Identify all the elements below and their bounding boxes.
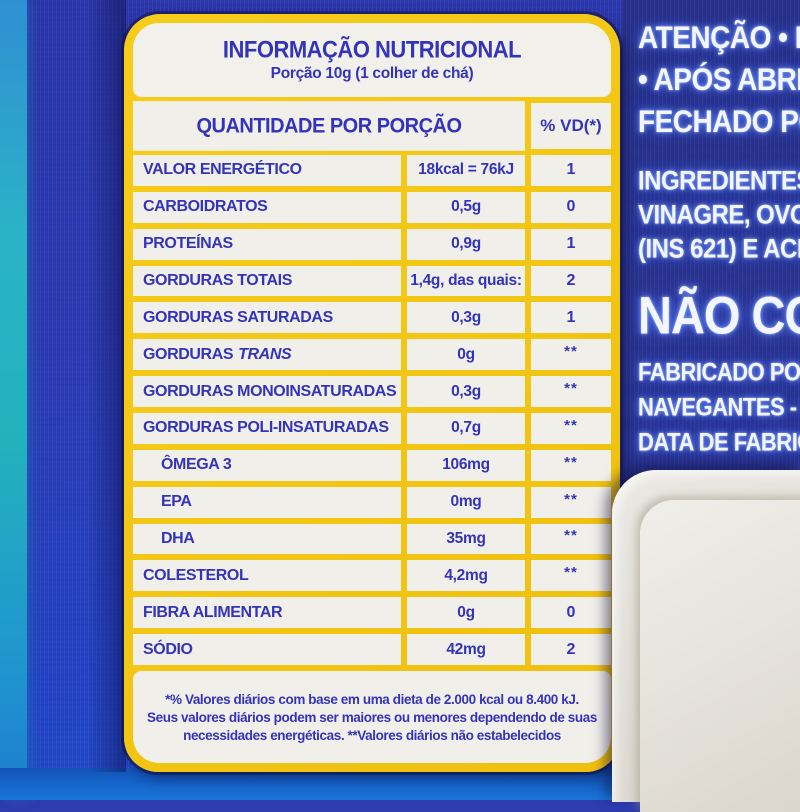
row-name-text: GORDURAS [143, 345, 234, 363]
row-name: ÔMEGA 3 [133, 449, 401, 481]
footnote-line: necessidades energéticas. **Valores diár… [183, 727, 561, 743]
nutrition-label-title-box: INFORMAÇÃO NUTRICIONAL Porção 10g (1 col… [133, 23, 611, 97]
footnote: *% Valores diários com base em uma dieta… [133, 671, 611, 763]
row-value: 4,2mg [407, 560, 525, 592]
package-edge-strip [0, 0, 27, 800]
row-vd: 2 [531, 634, 611, 665]
row-vd: ** [531, 413, 611, 444]
row-vd: 0 [531, 597, 611, 629]
row-vd: ** [531, 449, 611, 481]
row-value: 0,3g [407, 376, 525, 407]
row-value: 0mg [407, 486, 525, 518]
row-vd: ** [531, 486, 611, 518]
ingredients-text-line: INGREDIENTES: ÁG [638, 166, 800, 197]
footnote-line: *% Valores diários com base em uma dieta… [165, 691, 579, 707]
row-vd: 2 [531, 265, 611, 297]
row-name: PROTEÍNAS [133, 228, 401, 260]
ingredients-text-line: VINAGRE, OVO, A [638, 200, 800, 231]
row-vd: 1 [531, 228, 611, 260]
row-vd-text: ** [564, 527, 578, 545]
row-name: FIBRA ALIMENTAR [133, 597, 401, 629]
serving-size-text: Porção 10g (1 colher de chá) [270, 65, 474, 82]
row-name: GORDURAS TRANS [133, 339, 401, 371]
row-value: 35mg [407, 523, 525, 555]
row-vd: ** [531, 523, 611, 555]
row-name: GORDURAS TOTAIS [133, 265, 401, 297]
row-vd-text: ** [564, 453, 578, 471]
row-value: 0,5g [407, 191, 525, 223]
row-vd: 1 [531, 302, 611, 334]
nutrition-label: INFORMAÇÃO NUTRICIONAL Porção 10g (1 col… [124, 14, 620, 772]
row-name: SÓDIO [133, 634, 401, 665]
row-vd: ** [531, 560, 611, 592]
row-vd: 0 [531, 191, 611, 223]
row-value: 0,3g [407, 302, 525, 334]
row-vd: ** [531, 376, 611, 407]
row-vd-text: ** [564, 343, 578, 361]
column-header-quantity: QUANTIDADE POR PORÇÃO [133, 101, 525, 151]
ingredients-text-line: (INS 621) E ACID [638, 234, 800, 265]
footnote-line: Seus valores diários podem ser maiores o… [147, 709, 597, 725]
row-value: 18kcal = 76kJ [407, 155, 525, 186]
white-card-emboss [640, 500, 800, 812]
nutrition-label-title: INFORMAÇÃO NUTRICIONAL [222, 35, 522, 64]
row-name: GORDURAS SATURADAS [133, 302, 401, 334]
row-value: 0g [407, 597, 525, 629]
white-card-overlay [612, 470, 800, 812]
row-name: DHA [133, 523, 401, 555]
row-name: COLESTEROL [133, 560, 401, 592]
row-name-italic-text: TRANS [238, 345, 292, 363]
row-value: 1,4g, das quais: [407, 265, 525, 297]
column-header-vd: % VD(*) [531, 103, 611, 149]
row-name: GORDURAS MONOINSATURADAS [133, 376, 401, 407]
row-value: 0,7g [407, 413, 525, 444]
row-value: 42mg [407, 634, 525, 665]
row-value: 0g [407, 339, 525, 371]
row-name: VALOR ENERGÉTICO [133, 155, 401, 186]
warning-text-line: • APÓS ABRIR [638, 62, 800, 97]
row-value: 0,9g [407, 228, 525, 260]
row-value: 106mg [407, 449, 525, 481]
row-vd-text: ** [564, 564, 578, 582]
manufacturer-text-line: NAVEGANTES - S [638, 393, 800, 421]
row-name: EPA [133, 486, 401, 518]
manufacturer-text-line: FABRICADO POR [638, 358, 800, 386]
warning-text-line: ATENÇÃO • NÃ [638, 20, 800, 55]
row-vd-text: ** [564, 416, 578, 434]
manufacture-date-text-line: DATA DE FABRICA [638, 428, 800, 456]
row-name: GORDURAS POLI-INSATURADAS [133, 413, 401, 444]
row-vd: 1 [531, 155, 611, 186]
nutrition-table: QUANTIDADE POR PORÇÃO % VD(*) VALOR ENER… [133, 101, 611, 763]
row-vd-text: ** [564, 490, 578, 508]
gluten-claim-text: NÃO CO [638, 285, 800, 345]
row-vd-text: ** [564, 380, 578, 398]
package-fold-shadow [88, 0, 126, 772]
row-vd: ** [531, 339, 611, 371]
row-name: CARBOIDRATOS [133, 191, 401, 223]
warning-text-line: FECHADO POR [638, 104, 800, 139]
